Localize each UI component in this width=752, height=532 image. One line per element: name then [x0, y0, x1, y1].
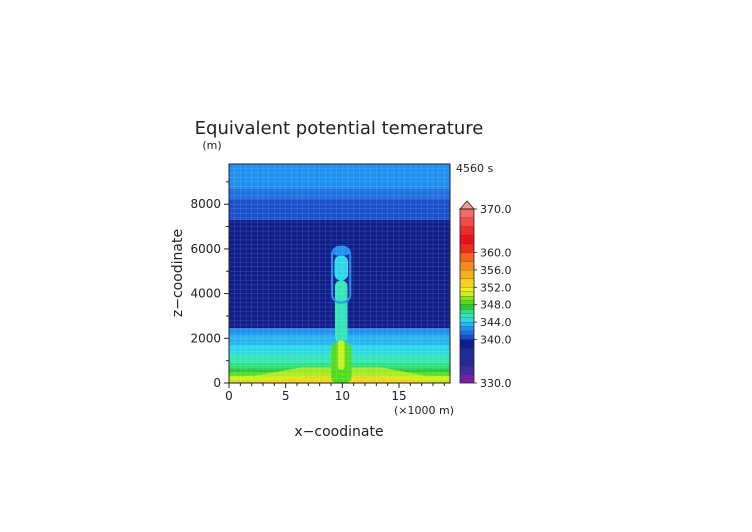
- chart-title: Equivalent potential temerature: [195, 118, 484, 139]
- plume-segment-2: [334, 255, 348, 281]
- colorbar-swatch-6: [460, 330, 474, 336]
- colorbar-swatch-24: [460, 217, 474, 227]
- colorbar-swatch-13: [460, 300, 474, 305]
- y-tick-label-4: 8000: [190, 197, 221, 211]
- colorbar-label-5: 344.0: [480, 316, 512, 329]
- x-tick-label-3: 15: [391, 389, 406, 403]
- colorbar-swatch-23: [460, 226, 474, 236]
- field-layer-11: [229, 198, 450, 220]
- colorbar-swatch-19: [460, 261, 474, 270]
- colorbar-swatch-5: [460, 335, 474, 340]
- colorbar-swatch-11: [460, 309, 474, 314]
- colorbar-label-4: 348.0: [480, 299, 512, 312]
- colorbar-label-0: 370.0: [480, 203, 512, 216]
- colorbar-swatch-14: [460, 296, 474, 301]
- y-tick-label-2: 4000: [190, 287, 221, 301]
- colorbar-swatch-4: [460, 339, 474, 349]
- x-tick-label-2: 10: [335, 389, 350, 403]
- plume-segment-1: [334, 280, 348, 343]
- y-axis-label: z−coodinate: [170, 229, 186, 317]
- colorbar-swatch-16: [460, 287, 474, 292]
- field-layer-12: [229, 188, 450, 199]
- colorbar-swatch-25: [460, 209, 474, 218]
- colorbar-swatch-18: [460, 269, 474, 279]
- plume-segment-3: [332, 246, 351, 256]
- y-unit-label: (m): [202, 139, 221, 152]
- colorbar-label-6: 340.0: [480, 334, 512, 347]
- colorbar-swatch-10: [460, 313, 474, 318]
- y-tick-label-0: 0: [213, 376, 221, 390]
- colorbar-swatch-8: [460, 322, 474, 327]
- x-tick-label-1: 5: [282, 389, 290, 403]
- colorbar: [459, 200, 475, 384]
- colorbar-swatch-2: [460, 356, 474, 366]
- colorbar-swatch-1: [460, 365, 474, 375]
- plume-core: [337, 340, 345, 370]
- plot-area: [229, 164, 450, 383]
- colorbar-swatch-0: [460, 374, 474, 383]
- x-axis-label: x−coodinate: [294, 424, 383, 440]
- y-axis: 0 2000 4000 6000 8000: [190, 181, 229, 390]
- plume-halo: [331, 245, 352, 304]
- plot-frame: [228, 163, 451, 384]
- x-tick-label-0: 0: [225, 389, 233, 403]
- colorbar-swatch-12: [460, 304, 474, 310]
- field-layer-13: [229, 164, 450, 189]
- colorbar-swatch-21: [460, 243, 474, 253]
- colorbar-swatch-17: [460, 278, 474, 288]
- colorbar-swatch-15: [460, 291, 474, 296]
- x-unit-label: (×1000 m): [394, 404, 454, 417]
- colorbar-swatch-20: [460, 252, 474, 262]
- colorbar-over-arrow: [459, 200, 475, 210]
- y-tick-label-1: 2000: [190, 331, 221, 345]
- colorbar-frame: [459, 208, 475, 384]
- plot-grid: [229, 164, 450, 383]
- y-tick-label-3: 6000: [190, 242, 221, 256]
- colorbar-labels: 370.0 360.0 356.0 352.0 348.0 344.0 340.0 330.0: [474, 203, 512, 390]
- colorbar-label-3: 352.0: [480, 281, 512, 294]
- time-label: 4560 s: [456, 162, 493, 175]
- colorbar-swatch-22: [460, 235, 474, 244]
- colorbar-swatch-7: [460, 326, 474, 331]
- x-axis: 0 5 10 15: [225, 383, 445, 403]
- colorbar-swatch-9: [460, 317, 474, 323]
- colorbar-swatch-3: [460, 348, 474, 357]
- colorbar-label-1: 360.0: [480, 247, 512, 260]
- colorbar-label-7: 330.0: [480, 377, 512, 390]
- colorbar-label-2: 356.0: [480, 264, 512, 277]
